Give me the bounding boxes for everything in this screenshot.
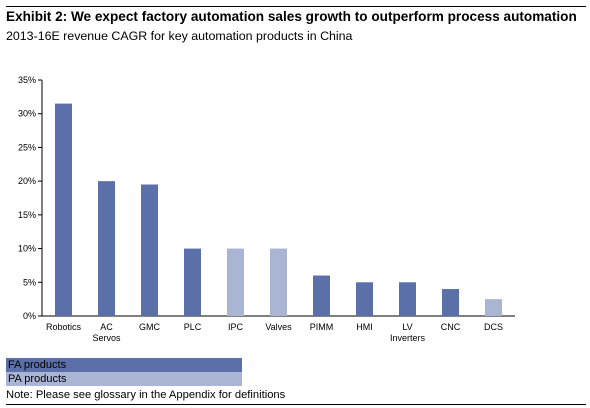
y-tick-label: 25% [18,142,36,152]
x-tick-label: LV [402,322,412,332]
x-tick-label: CNC [441,322,461,332]
x-tick-label: DCS [484,322,503,332]
y-tick-label: 20% [18,176,36,186]
bar [184,248,201,316]
y-tick-label: 15% [18,210,36,220]
bottom-rule [6,404,586,405]
x-tick-label: IPC [228,322,244,332]
bar [270,248,287,316]
bar [356,282,373,316]
top-rule [6,6,586,7]
footnote: Note: Please see glossary in the Appendi… [6,389,286,401]
x-tick-label: GMC [139,322,160,332]
y-tick-label: 5% [23,277,36,287]
y-tick-label: 0% [23,311,36,321]
bar [399,282,416,316]
legend-pa-products: PA products [6,372,242,386]
x-tick-label: Servos [92,333,121,343]
x-tick-label: PIMM [310,322,334,332]
x-tick-label: Robotics [46,322,82,332]
y-tick-label: 30% [18,109,36,119]
bar [485,299,502,316]
bar [98,181,115,316]
bar [442,289,459,316]
x-tick-label: AC [100,322,113,332]
chart-title: Exhibit 2: We expect factory automation … [6,9,577,24]
bar [313,275,330,316]
bar [55,103,72,316]
chart-subtitle: 2013-16E revenue CAGR for key automation… [6,29,353,43]
x-tick-label: HMI [356,322,373,332]
y-tick-label: 10% [18,244,36,254]
x-tick-label: Valves [265,322,292,332]
x-tick-label: PLC [184,322,202,332]
bar [227,248,244,316]
legend-fa-products: FA products [6,358,242,372]
y-tick-label: 35% [18,75,36,85]
bar [141,184,158,316]
x-tick-label: Inverters [390,333,426,343]
